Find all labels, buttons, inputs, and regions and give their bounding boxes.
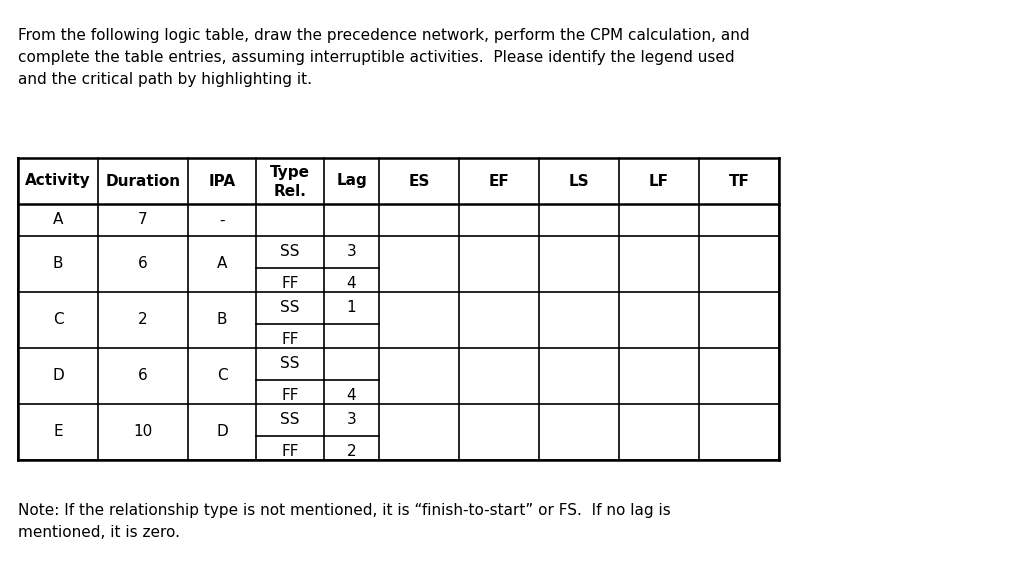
Text: 4: 4 xyxy=(347,277,356,291)
Text: ES: ES xyxy=(409,174,430,188)
Text: From the following logic table, draw the precedence network, perform the CPM cal: From the following logic table, draw the… xyxy=(18,28,750,43)
Text: FF: FF xyxy=(282,332,299,347)
Text: C: C xyxy=(217,369,227,384)
Text: 1: 1 xyxy=(347,301,356,315)
Text: C: C xyxy=(52,312,63,328)
Text: 6: 6 xyxy=(138,369,147,384)
Text: FF: FF xyxy=(282,388,299,404)
Text: 2: 2 xyxy=(347,445,356,459)
Text: LF: LF xyxy=(649,174,669,188)
Text: B: B xyxy=(53,256,63,271)
Text: B: B xyxy=(217,312,227,328)
Text: D: D xyxy=(52,369,63,384)
Text: 2: 2 xyxy=(138,312,147,328)
Text: LS: LS xyxy=(568,174,590,188)
Text: E: E xyxy=(53,425,62,439)
Text: complete the table entries, assuming interruptible activities.  Please identify : complete the table entries, assuming int… xyxy=(18,50,734,65)
Text: mentioned, it is zero.: mentioned, it is zero. xyxy=(18,525,180,540)
Text: FF: FF xyxy=(282,445,299,459)
Text: Rel.: Rel. xyxy=(273,184,306,198)
Text: Duration: Duration xyxy=(105,174,180,188)
Text: -: - xyxy=(219,212,224,228)
Text: A: A xyxy=(217,256,227,271)
Text: TF: TF xyxy=(728,174,750,188)
Text: SS: SS xyxy=(281,245,300,260)
Text: Type: Type xyxy=(270,166,310,181)
Text: and the critical path by highlighting it.: and the critical path by highlighting it… xyxy=(18,72,312,87)
Text: 3: 3 xyxy=(347,412,356,428)
Text: 3: 3 xyxy=(347,245,356,260)
Text: 6: 6 xyxy=(138,256,147,271)
Text: SS: SS xyxy=(281,412,300,428)
Text: Note: If the relationship type is not mentioned, it is “finish-to-start” or FS. : Note: If the relationship type is not me… xyxy=(18,503,671,518)
Text: A: A xyxy=(53,212,63,228)
Text: IPA: IPA xyxy=(209,174,236,188)
Text: SS: SS xyxy=(281,301,300,315)
Text: 4: 4 xyxy=(347,388,356,404)
Text: SS: SS xyxy=(281,356,300,371)
Text: Activity: Activity xyxy=(26,174,91,188)
Text: EF: EF xyxy=(488,174,509,188)
Text: Lag: Lag xyxy=(336,174,367,188)
Text: D: D xyxy=(216,425,228,439)
Text: FF: FF xyxy=(282,277,299,291)
Text: 10: 10 xyxy=(133,425,153,439)
Text: 7: 7 xyxy=(138,212,147,228)
